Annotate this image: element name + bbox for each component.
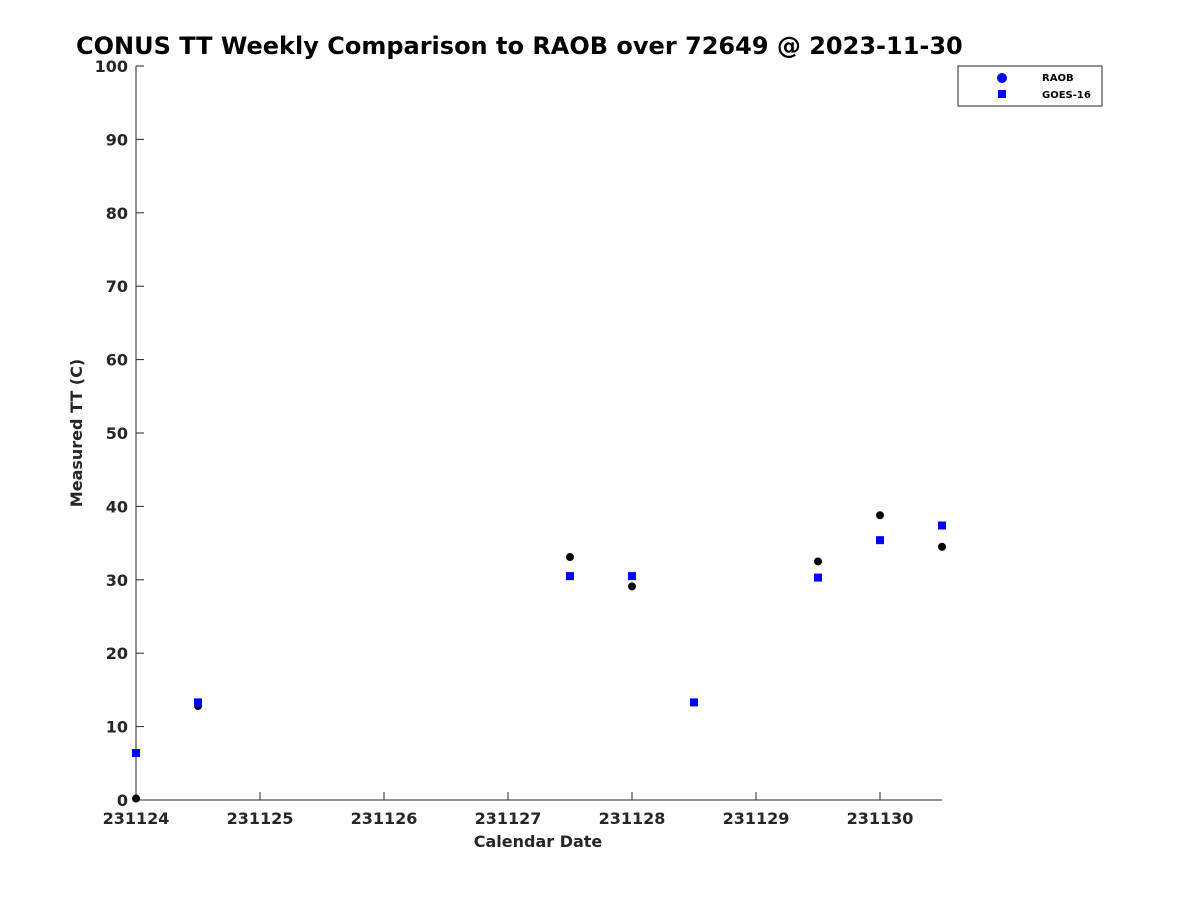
raob-point	[628, 582, 636, 591]
goes16-point	[566, 572, 574, 581]
y-tick-label: 30	[106, 571, 128, 590]
raob-point	[566, 553, 574, 562]
x-tick-label: 231130	[847, 809, 914, 828]
goes16-point	[938, 521, 946, 530]
y-tick-label: 80	[106, 204, 128, 223]
y-tick-label: 10	[106, 718, 128, 737]
y-tick-label: 50	[106, 424, 128, 443]
y-ticks: 0 10 20 30 40 50 60 70 80 90 100	[95, 57, 144, 810]
x-tick-label: 231126	[351, 809, 418, 828]
y-tick-label: 0	[117, 791, 128, 810]
y-tick-label: 20	[106, 644, 128, 663]
x-tick-label: 231127	[475, 809, 542, 828]
x-tick-label: 231129	[723, 809, 790, 828]
x-ticks: 231124 231125 231126 231127 231128 231129 2311…	[103, 792, 914, 828]
x-axis-label: Calendar Date	[474, 832, 603, 851]
goes16-point	[876, 536, 884, 545]
raob-point	[938, 542, 946, 551]
legend-box	[957, 65, 1103, 107]
y-tick-label: 90	[106, 130, 128, 149]
raob-point	[132, 794, 140, 803]
raob-point	[876, 511, 884, 520]
y-tick-label: 40	[106, 497, 128, 516]
legend-goes16-label: GOES-16	[1042, 90, 1091, 101]
legend-goes16-marker	[998, 90, 1006, 98]
y-axis-label: Measured TT (C)	[67, 359, 86, 507]
y-tick-label: 60	[106, 351, 128, 370]
legend-raob-marker	[997, 73, 1007, 83]
chart-title: CONUS TT Weekly Comparison to RAOB over …	[76, 32, 963, 60]
x-tick-label: 231125	[227, 809, 294, 828]
goes16-point	[628, 572, 636, 581]
goes16-point	[194, 698, 202, 707]
y-tick-label: 100	[95, 57, 128, 76]
raob-point	[814, 557, 822, 566]
y-tick-label: 70	[106, 277, 128, 296]
axes	[135, 66, 942, 801]
goes16-point	[132, 749, 140, 758]
legend: RAOB GOES-16	[957, 65, 1103, 107]
goes16-point	[690, 698, 698, 707]
x-tick-label: 231128	[599, 809, 666, 828]
x-tick-label: 231124	[103, 809, 170, 828]
goes16-point	[814, 573, 822, 582]
legend-raob-label: RAOB	[1042, 73, 1074, 84]
data-marks	[132, 511, 946, 803]
